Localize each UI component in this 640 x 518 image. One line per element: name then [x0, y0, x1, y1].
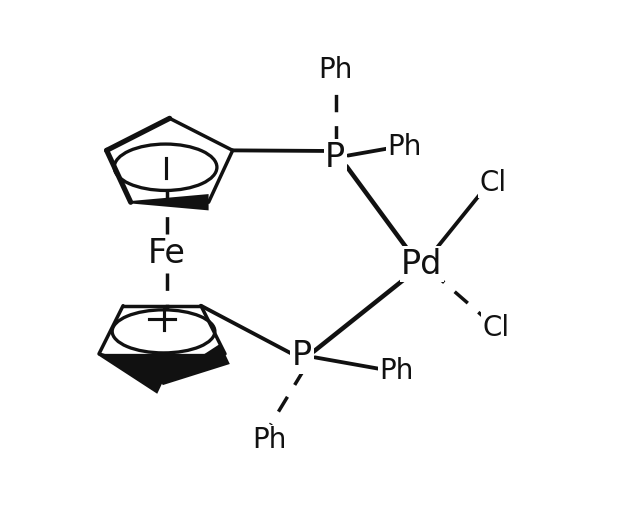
Text: Cl: Cl [480, 168, 507, 196]
Text: Fe: Fe [148, 237, 186, 270]
Polygon shape [99, 352, 167, 394]
Polygon shape [161, 344, 230, 385]
Text: Ph: Ph [387, 133, 421, 161]
Polygon shape [131, 194, 209, 210]
Text: Pd: Pd [401, 248, 443, 281]
Text: Ph: Ph [252, 426, 286, 454]
Text: P: P [292, 339, 312, 372]
Text: Ph: Ph [380, 357, 413, 385]
Text: Cl: Cl [483, 314, 509, 342]
Polygon shape [99, 354, 225, 384]
Text: P: P [325, 140, 346, 174]
Text: Ph: Ph [318, 56, 353, 84]
